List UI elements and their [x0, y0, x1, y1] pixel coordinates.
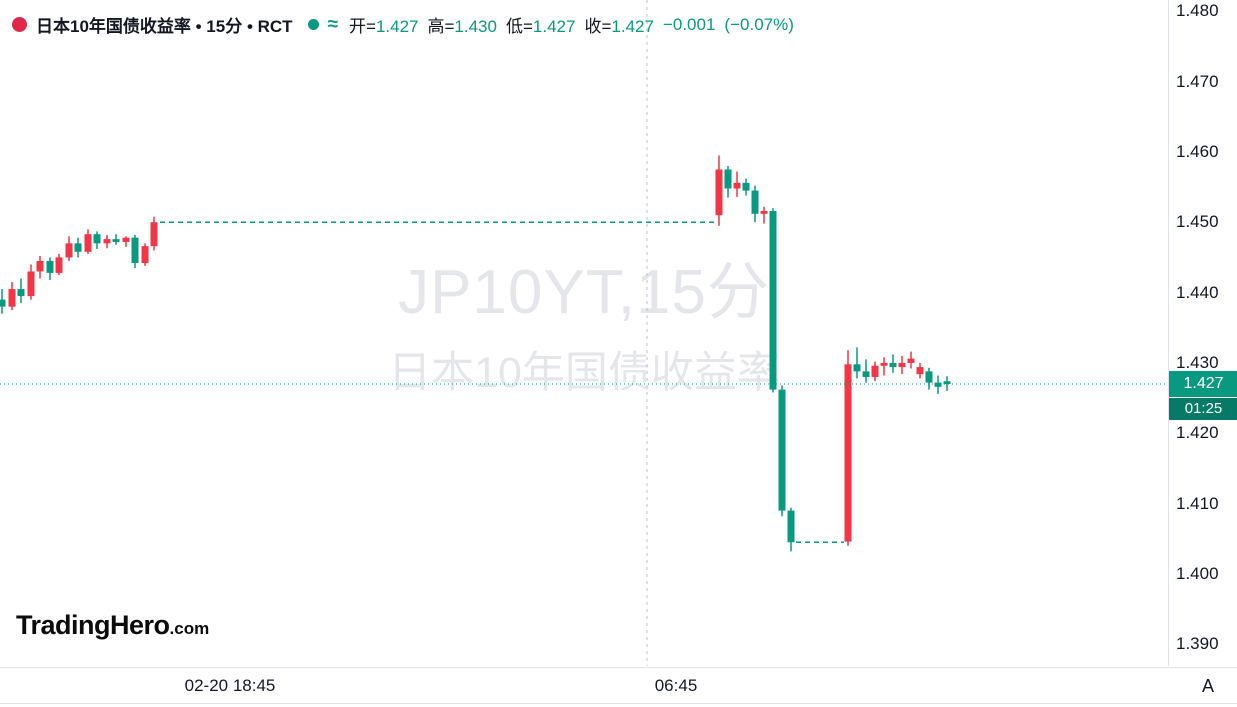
candle-body [751, 190, 759, 214]
open-label: 开= [349, 17, 376, 36]
price-tick-label: 1.400 [1176, 563, 1219, 583]
candle-body [93, 234, 101, 244]
logo-suffix-text: .com [169, 619, 210, 638]
market-status-icon [307, 19, 319, 30]
candle-body [84, 234, 92, 252]
candle-body [934, 382, 942, 387]
candle-wick [883, 357, 885, 376]
candle-body [787, 510, 795, 543]
bar-countdown-badge: 01:25 [1169, 397, 1237, 420]
high-label: 高= [427, 17, 455, 36]
price-tick-label: 1.430 [1176, 352, 1219, 372]
close-value: 1.427 [611, 17, 654, 36]
candle-body [0, 299, 6, 307]
candle-body [55, 257, 63, 273]
symbol-title[interactable]: 日本10年国债收益率 • 15分 • RCT [36, 17, 293, 36]
candle-body [907, 358, 915, 363]
candle-body [853, 364, 861, 372]
candle-body [778, 389, 786, 511]
tradinghero-logo[interactable]: TradingHero .com [16, 610, 209, 641]
low-label: 低= [505, 17, 533, 36]
price-tick-label: 1.440 [1176, 282, 1219, 302]
candle-body [36, 260, 44, 272]
price-tick-label: 1.420 [1176, 423, 1219, 443]
chart-legend: 日本10年国债收益率 • 15分 • RCT ≈ 开=1.427 高=1.430… [12, 12, 794, 37]
candle-body [943, 381, 951, 385]
candle-body [925, 371, 933, 383]
axis-settings-button[interactable]: A [1201, 676, 1214, 696]
logo-text: TradingHero [16, 610, 170, 640]
candle-body [103, 239, 111, 244]
bottom-border [0, 703, 1237, 704]
candle-body [112, 239, 120, 242]
candle-body [150, 222, 158, 247]
change-value: −0.001 [662, 14, 716, 34]
price-tick-label: 1.450 [1176, 212, 1219, 232]
candle-body [65, 243, 73, 258]
high-value: 1.430 [454, 17, 497, 36]
candle-body [844, 364, 852, 542]
candle-body [769, 210, 777, 390]
candle-wick [763, 206, 765, 224]
time-axis[interactable]: 02-20 18:45 06:45 A [0, 667, 1237, 703]
candle-body [898, 362, 906, 368]
japan-flag-icon [12, 17, 27, 32]
candlestick-chart[interactable] [0, 0, 1168, 666]
time-axis-label: 06:45 [654, 676, 698, 695]
price-tick-label: 1.410 [1176, 493, 1219, 513]
candle-body [742, 182, 750, 191]
candle-body [8, 289, 16, 307]
candle-body [17, 289, 25, 297]
close-label: 收= [584, 17, 612, 36]
price-tick-label: 1.470 [1176, 71, 1219, 91]
candle-body [916, 367, 924, 375]
candle-body [27, 271, 35, 297]
candle-body [74, 243, 82, 252]
candle-body [760, 210, 768, 214]
candle-body [862, 371, 870, 377]
candle-body [889, 362, 897, 368]
open-value: 1.427 [375, 17, 419, 36]
candle-body [122, 237, 130, 242]
ohlc-open: 开=1.427 [349, 12, 418, 37]
ohlc-high: 高=1.430 [427, 12, 496, 37]
low-value: 1.427 [532, 17, 576, 36]
candle-body [733, 182, 741, 189]
ohlc-low: 低=1.427 [506, 12, 575, 37]
candle-wick [865, 359, 867, 383]
candle-wick [856, 347, 858, 379]
price-axis[interactable]: 1.480 1.470 1.460 1.450 1.440 1.430 1.420 1.410… [1168, 0, 1237, 666]
change-percent: (−0.07%) [724, 14, 794, 34]
price-tick-label: 1.480 [1176, 1, 1219, 21]
approx-icon: ≈ [327, 13, 338, 35]
price-tick-label: 1.460 [1176, 141, 1219, 161]
candle-body [724, 169, 732, 189]
time-axis-label: 02-20 18:45 [184, 676, 276, 695]
last-price-badge: 1.427 [1169, 371, 1237, 397]
candlestick-pane[interactable]: JP10YT,15分 日本10年国债收益率 日本10年国债收益率 • 15分 •… [0, 0, 1168, 666]
candle-body [141, 246, 149, 264]
candle-body [871, 365, 879, 377]
price-tick-label: 1.390 [1176, 634, 1219, 654]
ohlc-close: 收=1.427 [584, 12, 653, 37]
candle-body [880, 362, 888, 366]
candle-body [46, 260, 54, 273]
candle-body [131, 237, 139, 264]
candle-body [715, 169, 723, 216]
